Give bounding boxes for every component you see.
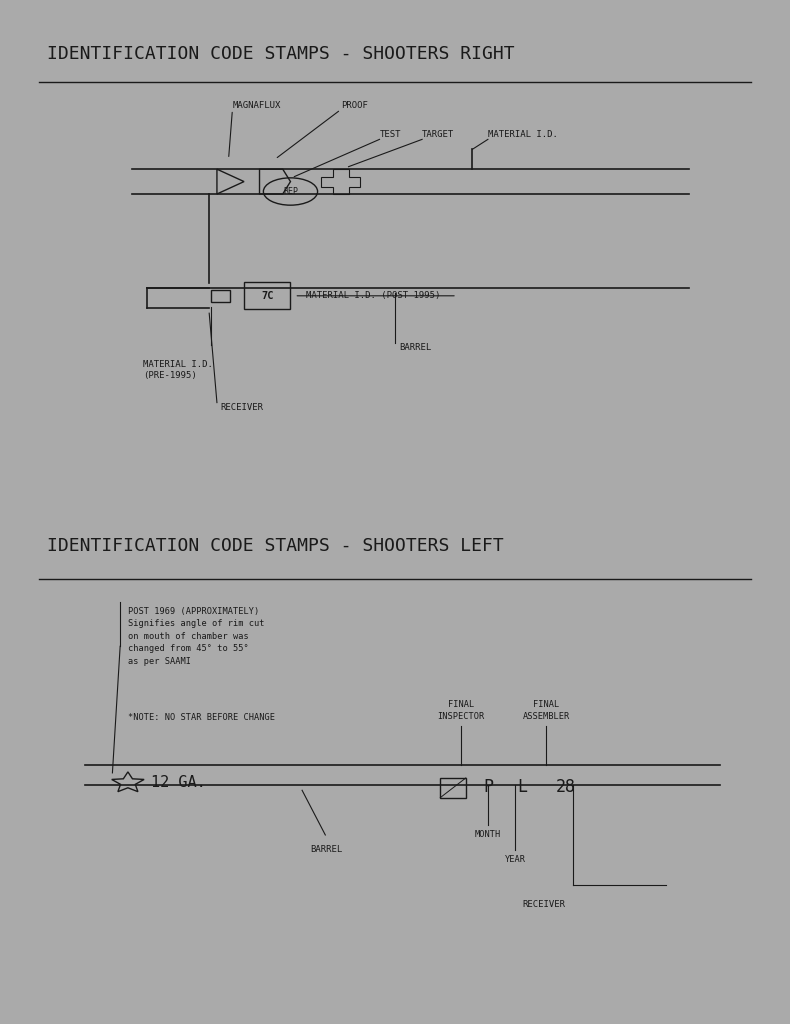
Text: MONTH: MONTH bbox=[475, 830, 501, 839]
Text: IDENTIFICATION CODE STAMPS - SHOOTERS LEFT: IDENTIFICATION CODE STAMPS - SHOOTERS LE… bbox=[47, 537, 503, 555]
Text: POST 1969 (APPROXIMATELY)
Signifies angle of rim cut
on mouth of chamber was
cha: POST 1969 (APPROXIMATELY) Signifies angl… bbox=[128, 606, 265, 666]
Text: FINAL
ASSEMBLER: FINAL ASSEMBLER bbox=[522, 700, 570, 721]
Text: 12 GA.: 12 GA. bbox=[151, 775, 206, 791]
Text: REP: REP bbox=[283, 187, 298, 196]
Text: BARREL: BARREL bbox=[399, 343, 431, 352]
Text: 7C: 7C bbox=[261, 291, 273, 301]
Text: FINAL
INSPECTOR: FINAL INSPECTOR bbox=[437, 700, 484, 721]
Text: PROOF: PROOF bbox=[340, 100, 367, 110]
Text: MATERIAL I.D.: MATERIAL I.D. bbox=[488, 130, 558, 139]
Text: TEST: TEST bbox=[379, 130, 401, 139]
Text: MAGNAFLUX: MAGNAFLUX bbox=[232, 100, 280, 110]
Text: L: L bbox=[517, 778, 528, 796]
Text: BARREL: BARREL bbox=[310, 845, 342, 854]
Text: RECEIVER: RECEIVER bbox=[523, 899, 566, 908]
Text: YEAR: YEAR bbox=[505, 855, 525, 864]
Text: RECEIVER: RECEIVER bbox=[221, 402, 264, 412]
Text: MATERIAL I.D. (POST 1995): MATERIAL I.D. (POST 1995) bbox=[306, 291, 440, 300]
Text: P: P bbox=[483, 778, 493, 796]
Text: *NOTE: NO STAR BEFORE CHANGE: *NOTE: NO STAR BEFORE CHANGE bbox=[128, 714, 275, 722]
Text: MATERIAL I.D.
(PRE-1995): MATERIAL I.D. (PRE-1995) bbox=[144, 360, 213, 380]
Text: 28: 28 bbox=[555, 778, 575, 796]
Text: IDENTIFICATION CODE STAMPS - SHOOTERS RIGHT: IDENTIFICATION CODE STAMPS - SHOOTERS RI… bbox=[47, 45, 514, 63]
Text: TARGET: TARGET bbox=[422, 130, 454, 139]
